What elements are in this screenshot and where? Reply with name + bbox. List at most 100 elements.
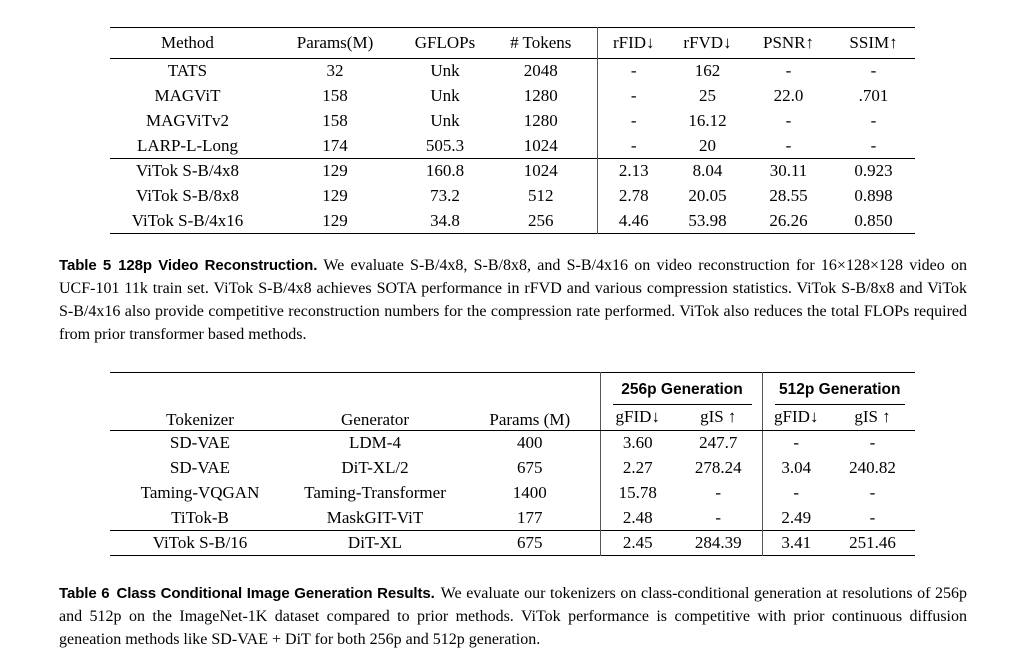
table-cell: Taming-Transformer (304, 483, 446, 502)
table-row: SD-VAE DiT-XL/2 675 2.27 278.24 3.04 240.82 (110, 455, 915, 481)
table-cell: 2.45 (599, 530, 675, 556)
table-cell: - (596, 58, 670, 84)
table-cell: 2.48 (599, 505, 675, 531)
t5-col-tokens: # Tokens (510, 33, 572, 52)
table-5-caption: Table 5 128p Video Reconstruction. We eval… (59, 254, 967, 346)
table-cell: 247.7 (699, 433, 738, 453)
table-cell: TiTok-B (171, 507, 229, 527)
table-cell: 0.850 (854, 210, 893, 230)
table-row: ViTok S-B/4x8 129 160.8 1024 2.13 8.04 30.11 0.… (110, 158, 915, 184)
table-cell: 1024 (523, 161, 558, 181)
t6-col-gfid-256: gFID↓ (599, 404, 675, 431)
table-cell: - (870, 135, 877, 155)
table-cell: ViTok S-B/16 (152, 533, 248, 552)
t6-col-gis-256: gIS ↑ (675, 404, 762, 431)
table-cell: 129 (322, 210, 348, 230)
table-5-video-reconstruction: Method Params(M) GFLOPs # Tokens rFID↓ r… (110, 27, 915, 234)
table-row: ViTok S-B/16 DiT-XL 675 2.45 284.39 3.41 251.4… (110, 530, 915, 556)
table-cell: 177 (517, 507, 543, 527)
t6-col-generator: Generator (290, 372, 460, 431)
t5-col-rfid: rFID↓ (596, 27, 670, 59)
t6-col-tokenizer: Tokenizer (110, 372, 290, 431)
table-cell: - (715, 483, 722, 502)
table-cell: 25 (699, 86, 716, 105)
table-cell: 129 (322, 161, 348, 181)
table-cell: 675 (517, 533, 543, 552)
table-cell: - (870, 61, 877, 81)
table-row: Taming-VQGAN Taming-Transformer 1400 15.78 -… (110, 480, 915, 506)
t5-col-params: Params(M) (296, 33, 374, 52)
table-cell: 2.13 (596, 158, 670, 184)
table-cell: 20.05 (688, 186, 727, 205)
table-cell: MAGViT (154, 86, 221, 105)
table-cell: 26.26 (769, 210, 808, 230)
table-cell: 32 (326, 61, 344, 81)
table-6-header: Tokenizer Generator Params (M) 256p Gene… (110, 372, 915, 431)
table-cell: LARP-L-Long (136, 135, 239, 155)
t6-group-512p: 512p Generation (761, 372, 915, 405)
table-5-header-row: Method Params(M) GFLOPs # Tokens rFID↓ r… (110, 27, 915, 59)
table-cell: 158 (322, 86, 348, 105)
table-cell: 174 (322, 135, 348, 155)
table-cell: 505.3 (425, 135, 465, 155)
table-cell: - (785, 135, 792, 155)
table-cell: 1280 (523, 111, 558, 130)
table-cell: 158 (322, 111, 348, 130)
table-cell: 20 (699, 135, 716, 155)
table-cell: 284.39 (694, 533, 742, 552)
t5-col-rfvd: rFVD↓ (683, 33, 732, 52)
table-cell: - (785, 111, 792, 130)
table-cell: 278.24 (694, 458, 742, 477)
table-cell: Unk (430, 86, 460, 105)
table-6-caption-body: We evaluate our tokenizers on class-cond… (59, 585, 968, 648)
table-5-wrapper: Method Params(M) GFLOPs # Tokens rFID↓ r… (110, 27, 915, 234)
t6-col-params: Params (M) (460, 372, 600, 431)
table-cell: 3.60 (599, 430, 675, 456)
table-cell: LDM-4 (349, 433, 401, 453)
table-row: TiTok-B MaskGIT-ViT 177 2.48 - 2.49 - (110, 505, 915, 531)
table-cell: 1400 (512, 483, 547, 502)
table-cell: 1024 (523, 135, 558, 155)
table-5-header: Method Params(M) GFLOPs # Tokens rFID↓ r… (110, 27, 915, 59)
table-cell: 675 (517, 458, 543, 477)
table-cell: - (596, 133, 670, 159)
table-cell: 2.49 (761, 505, 830, 531)
table-cell: 3.04 (761, 455, 830, 481)
table-cell: .701 (858, 86, 889, 105)
table-cell: Taming-VQGAN (140, 483, 260, 502)
table-5-caption-label: Table 5 (59, 257, 112, 274)
table-cell: - (596, 83, 670, 109)
table-cell: - (715, 507, 722, 527)
t6-group-512p-label: 512p Generation (774, 378, 905, 405)
table-cell: 53.98 (688, 210, 727, 230)
table-6-sub-header-row: gFID↓ gIS ↑ gFID↓ gIS ↑ (110, 404, 915, 431)
table-cell: 2.78 (596, 183, 670, 209)
table-6-group-header-row: Tokenizer Generator Params (M) 256p Gene… (110, 372, 915, 431)
table-cell: MaskGIT-ViT (326, 507, 424, 527)
table-5-caption-body: We evaluate S-B/4x8, S-B/8x8, and S-B/4x… (59, 257, 968, 343)
t5-col-ssim: SSIM↑ (849, 33, 898, 52)
table-6-wrapper: Tokenizer Generator Params (M) 256p Gene… (110, 372, 915, 556)
table-cell: 30.11 (769, 161, 808, 181)
table-6-caption-label: Table 6 (59, 585, 110, 602)
table-row: MAGViT 158 Unk 1280 - 25 22.0 .701 (110, 83, 915, 109)
table-cell: - (869, 507, 876, 527)
table-cell: DiT-XL (347, 533, 403, 552)
table-cell: TATS (167, 61, 208, 81)
table-cell: 512 (528, 186, 554, 205)
table-row: ViTok S-B/4x16 129 34.8 256 4.46 53.98 26.26 0.… (110, 208, 915, 234)
table-cell: 400 (517, 433, 543, 453)
table-cell: 34.8 (430, 210, 460, 230)
t6-col-gis-512: gIS ↑ (830, 404, 915, 431)
table-cell: 160.8 (425, 161, 465, 181)
table-cell: - (596, 108, 670, 134)
table-cell: - (870, 111, 877, 130)
table-cell: 0.923 (854, 161, 893, 181)
t5-col-gflops: GFLOPs (414, 33, 476, 52)
table-6-vitok-rows: ViTok S-B/16 DiT-XL 675 2.45 284.39 3.41 251.4… (110, 530, 915, 556)
table-cell: 1280 (523, 86, 558, 105)
table-cell: MAGViTv2 (145, 111, 230, 130)
table-cell: - (869, 433, 876, 453)
table-cell: 16.12 (688, 111, 727, 130)
